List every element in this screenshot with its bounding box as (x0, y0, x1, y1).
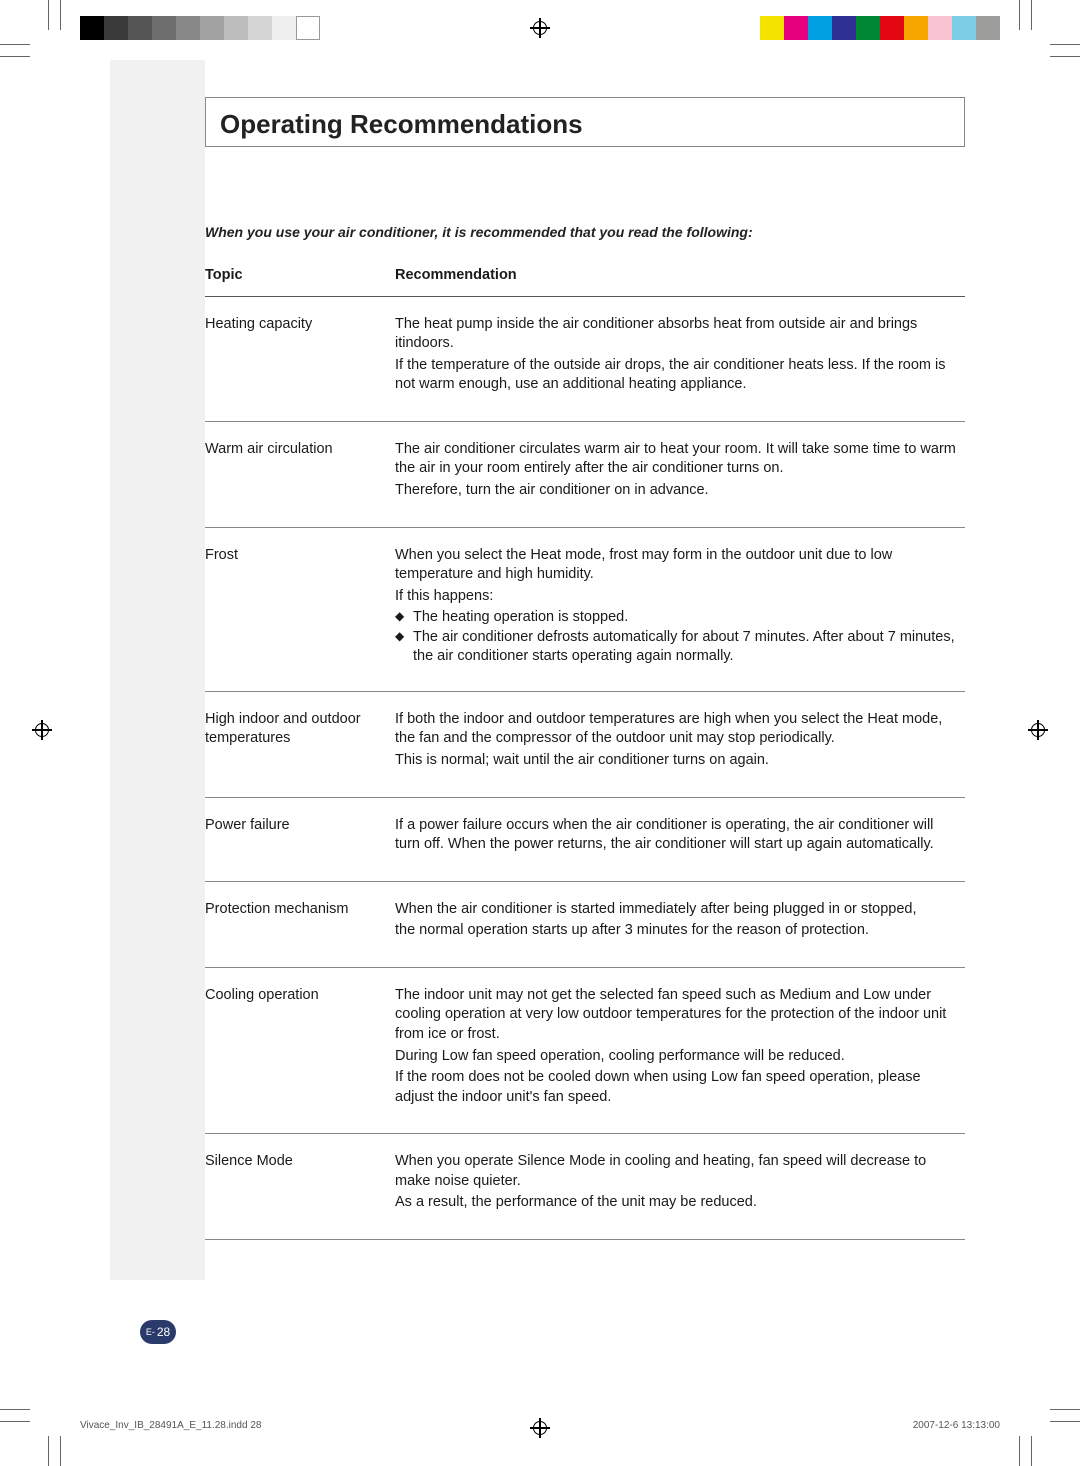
recommendation-line: Therefore, turn the air conditioner on i… (395, 481, 959, 501)
crop-mark (60, 1436, 61, 1466)
crop-mark (1031, 1436, 1032, 1466)
crop-mark (60, 0, 61, 30)
color-swatch (832, 16, 856, 40)
recommendation-line: The air conditioner circulates warm air … (395, 440, 959, 479)
registration-mark-icon (32, 720, 52, 740)
crop-mark (0, 56, 30, 57)
crop-mark (1050, 44, 1080, 45)
recommendation-line: When the air conditioner is started imme… (395, 900, 959, 920)
registration-mark-icon (1028, 720, 1048, 740)
page-number-badge: E- 28 (140, 1320, 176, 1344)
color-swatch (104, 16, 128, 40)
crop-mark (1050, 56, 1080, 57)
crop-mark (1031, 0, 1032, 30)
color-swatch (200, 16, 224, 40)
recommendation-bullet: The heating operation is stopped. (395, 608, 959, 628)
recommendation-cell: When the air conditioner is started imme… (395, 881, 965, 967)
crop-mark (1050, 1409, 1080, 1410)
recommendation-bullet: The air conditioner defrosts automatical… (395, 628, 959, 667)
color-swatch (808, 16, 832, 40)
left-gray-band (110, 60, 205, 1280)
footer-timestamp: 2007-12-6 13:13:00 (913, 1420, 1000, 1431)
recommendation-line: the normal operation starts up after 3 m… (395, 921, 959, 941)
recommendation-line: If the room does not be cooled down when… (395, 1068, 959, 1107)
footer: Vivace_Inv_IB_28491A_E_11.28.indd 28 200… (80, 1420, 1000, 1431)
recommendation-line: As a result, the performance of the unit… (395, 1193, 959, 1213)
crop-mark (48, 1436, 49, 1466)
recommendation-cell: When you select the Heat mode, frost may… (395, 527, 965, 691)
topic-cell: Frost (205, 527, 395, 691)
topic-cell: Heating capacity (205, 296, 395, 421)
color-swatch (976, 16, 1000, 40)
color-swatch (80, 16, 104, 40)
registration-mark-icon (530, 18, 550, 38)
color-swatch (224, 16, 248, 40)
topic-cell: Protection mechanism (205, 881, 395, 967)
footer-filename: Vivace_Inv_IB_28491A_E_11.28.indd 28 (80, 1420, 261, 1431)
recommendation-line: During Low fan speed operation, cooling … (395, 1047, 959, 1067)
recommendation-cell: The heat pump inside the air conditioner… (395, 296, 965, 421)
recommendation-cell: When you operate Silence Mode in cooling… (395, 1134, 965, 1240)
color-swatch (272, 16, 296, 40)
color-swatch (904, 16, 928, 40)
recommendation-line: The indoor unit may not get the selected… (395, 986, 959, 1045)
section-title-box: Operating Recommendations (205, 97, 965, 147)
recommendation-line: This is normal; wait until the air condi… (395, 751, 959, 771)
table-row: Warm air circulationThe air conditioner … (205, 421, 965, 527)
recommendation-line: If this happens: (395, 587, 959, 607)
recommendation-line: When you select the Heat mode, frost may… (395, 546, 959, 585)
recommendation-cell: The air conditioner circulates warm air … (395, 421, 965, 527)
recommendation-cell: The indoor unit may not get the selected… (395, 967, 965, 1133)
table-row: High indoor and outdoor temperaturesIf b… (205, 691, 965, 797)
recommendation-line: If the temperature of the outside air dr… (395, 356, 959, 395)
topic-cell: Cooling operation (205, 967, 395, 1133)
crop-mark (0, 44, 30, 45)
crop-mark (0, 1409, 30, 1410)
recommendation-line: When you operate Silence Mode in cooling… (395, 1152, 959, 1191)
color-swatch (760, 16, 784, 40)
crop-mark (1019, 1436, 1020, 1466)
color-swatch (880, 16, 904, 40)
recommendations-table: Topic Recommendation Heating capacityThe… (205, 258, 965, 1240)
printer-color-bar-grayscale (80, 16, 320, 40)
topic-cell: Silence Mode (205, 1134, 395, 1240)
table-row: Silence ModeWhen you operate Silence Mod… (205, 1134, 965, 1240)
table-row: Protection mechanismWhen the air conditi… (205, 881, 965, 967)
table-row: Power failureIf a power failure occurs w… (205, 797, 965, 881)
recommendation-cell: If both the indoor and outdoor temperatu… (395, 691, 965, 797)
table-row: Cooling operationThe indoor unit may not… (205, 967, 965, 1133)
color-swatch (784, 16, 808, 40)
recommendation-line: If a power failure occurs when the air c… (395, 816, 959, 855)
color-swatch (248, 16, 272, 40)
page-number: 28 (157, 1325, 170, 1339)
recommendation-cell: If a power failure occurs when the air c… (395, 797, 965, 881)
color-swatch (128, 16, 152, 40)
topic-cell: Warm air circulation (205, 421, 395, 527)
color-swatch (856, 16, 880, 40)
topic-cell: Power failure (205, 797, 395, 881)
recommendation-line: The heat pump inside the air conditioner… (395, 315, 959, 354)
section-title: Operating Recommendations (220, 109, 583, 140)
table-header-topic: Topic (205, 258, 395, 296)
topic-cell: High indoor and outdoor temperatures (205, 691, 395, 797)
color-swatch (928, 16, 952, 40)
intro-text: When you use your air conditioner, it is… (205, 224, 965, 240)
crop-mark (0, 1421, 30, 1422)
color-swatch (296, 16, 320, 40)
crop-mark (1019, 0, 1020, 30)
crop-mark (1050, 1421, 1080, 1422)
table-row: Heating capacityThe heat pump inside the… (205, 296, 965, 421)
color-swatch (152, 16, 176, 40)
color-swatch (952, 16, 976, 40)
table-row: FrostWhen you select the Heat mode, fros… (205, 527, 965, 691)
page-number-prefix: E- (146, 1327, 155, 1337)
crop-mark (48, 0, 49, 30)
recommendation-line: If both the indoor and outdoor temperatu… (395, 710, 959, 749)
table-header-recommendation: Recommendation (395, 258, 965, 296)
color-swatch (176, 16, 200, 40)
printer-color-bar-color (760, 16, 1000, 40)
